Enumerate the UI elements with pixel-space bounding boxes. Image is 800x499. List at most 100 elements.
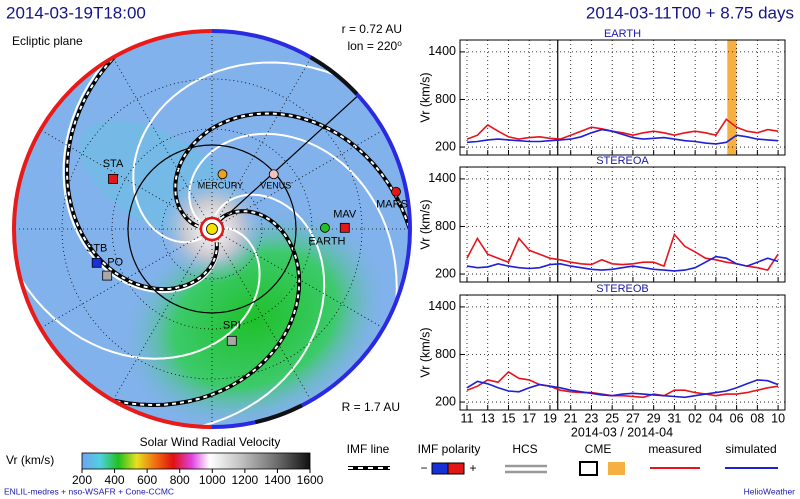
cme-band bbox=[727, 40, 737, 155]
body-label: STA bbox=[103, 158, 124, 170]
y-tick-label: 800 bbox=[435, 92, 456, 106]
y-tick-label: 800 bbox=[435, 219, 456, 233]
map-grid bbox=[40, 228, 213, 329]
x-tick-label: 19 bbox=[543, 411, 557, 425]
y-tick-label: 200 bbox=[435, 266, 456, 280]
colorbar-title: Solar Wind Radial Velocity bbox=[140, 435, 281, 449]
x-tick-label: 02 bbox=[688, 411, 702, 425]
legend-label: HCS bbox=[512, 442, 537, 456]
x-tick-label: 15 bbox=[502, 411, 516, 425]
map-grid bbox=[40, 129, 213, 230]
legend-icon bbox=[579, 461, 598, 476]
series-line bbox=[466, 255, 779, 272]
footer-right: HelioWeather bbox=[744, 486, 796, 496]
body-label: STB bbox=[86, 243, 107, 255]
boundary-ring bbox=[211, 29, 412, 429]
imf-spiral bbox=[62, 31, 395, 293]
colorbar-tick-label: 600 bbox=[137, 473, 157, 487]
map-grid bbox=[61, 78, 363, 380]
plot-border bbox=[459, 294, 786, 411]
legend-label: CME bbox=[585, 442, 612, 456]
plot-border bbox=[459, 166, 786, 283]
panel-title: STEREOB bbox=[596, 283, 649, 295]
series-line bbox=[466, 128, 779, 145]
legend: IMF line IMF polarity − + HCS CME bbox=[347, 442, 625, 476]
map-grid bbox=[211, 228, 384, 329]
colorbar-tick-label: 1000 bbox=[199, 473, 226, 487]
legend-icon bbox=[608, 462, 625, 475]
body-marker bbox=[102, 270, 113, 281]
x-tick-label: 23 bbox=[584, 411, 598, 425]
x-tick-label: 17 bbox=[522, 411, 536, 425]
body-label: SPI bbox=[223, 320, 241, 332]
body-marker bbox=[217, 169, 228, 180]
map-grid bbox=[211, 129, 384, 230]
series-line bbox=[466, 118, 779, 140]
map-grid bbox=[211, 57, 312, 230]
legend-label: − bbox=[420, 461, 427, 475]
colorbar-tick-label: 1200 bbox=[232, 473, 259, 487]
series-line bbox=[466, 379, 779, 399]
body-marker bbox=[226, 335, 237, 346]
map-grid bbox=[161, 178, 263, 280]
body-label: EARTH bbox=[308, 236, 345, 248]
colorbar-tick-label: 400 bbox=[105, 473, 125, 487]
annotation: R = 1.7 AU bbox=[342, 400, 400, 414]
orbit-circle bbox=[127, 144, 297, 314]
x-tick-label: 21 bbox=[564, 411, 578, 425]
colorbar-tick-label: 200 bbox=[72, 473, 92, 487]
legend-label: simulated bbox=[725, 442, 776, 456]
y-axis-label: Vr (km/s) bbox=[418, 327, 432, 377]
series-line bbox=[466, 232, 779, 272]
hcs-line bbox=[14, 162, 301, 407]
y-axis-label: Vr (km/s) bbox=[418, 72, 432, 122]
legend-label: measured bbox=[648, 442, 701, 456]
boundary-ring bbox=[309, 55, 359, 96]
legend-label: IMF line bbox=[347, 442, 390, 456]
x-tick-label: 10 bbox=[771, 411, 785, 425]
map-subtitle: Ecliptic plane bbox=[12, 34, 83, 48]
body-marker bbox=[91, 257, 102, 268]
footer-left: ENLIL-medres + nso-WSAFR + Cone-CCMC bbox=[4, 486, 174, 496]
boundary-ring bbox=[254, 403, 303, 425]
annotation: r = 0.72 AU bbox=[342, 22, 402, 36]
x-tick-label: 29 bbox=[647, 411, 661, 425]
legend-icon bbox=[447, 462, 465, 475]
x-axis-label: 2014-03 / 2014-04 bbox=[571, 425, 673, 439]
plot-frame bbox=[460, 295, 785, 410]
y-tick-label: 200 bbox=[435, 139, 456, 153]
body-label: MERCURY bbox=[198, 181, 243, 191]
map-grid bbox=[211, 228, 312, 401]
x-tick-label: 13 bbox=[481, 411, 495, 425]
hcs-line bbox=[66, 31, 407, 291]
x-tick-label: 11 bbox=[461, 411, 474, 425]
colorbar bbox=[81, 452, 311, 470]
panel-title: STEREOA bbox=[596, 155, 649, 167]
y-tick-label: 800 bbox=[435, 347, 456, 361]
y-tick-label: 200 bbox=[435, 394, 456, 408]
body-marker bbox=[320, 222, 330, 233]
colorbar-tick-label: 1400 bbox=[264, 473, 291, 487]
x-tick-label: 04 bbox=[709, 411, 723, 425]
range-title: 2014-03-11T00 + 8.75 days bbox=[586, 3, 794, 22]
x-tick-label: 31 bbox=[667, 411, 681, 425]
plot-border bbox=[459, 39, 786, 156]
colorbar-tick-label: 800 bbox=[170, 473, 190, 487]
panel-title: EARTH bbox=[604, 28, 641, 40]
body-label: MAV bbox=[333, 209, 357, 221]
annotation: lon = 220⁰ bbox=[347, 39, 402, 53]
body-marker bbox=[339, 222, 350, 233]
series-line bbox=[466, 370, 779, 399]
colorbar-tick-label: 1600 bbox=[297, 473, 324, 487]
imf-spiral bbox=[132, 61, 410, 339]
map-grid bbox=[112, 57, 213, 230]
body-marker bbox=[268, 169, 279, 180]
y-tick-label: 1400 bbox=[428, 299, 456, 313]
colorbar-label: Vr (km/s) bbox=[6, 453, 54, 467]
x-tick-label: 25 bbox=[605, 411, 619, 425]
body-marker bbox=[108, 174, 118, 184]
legend-label: + bbox=[469, 461, 476, 475]
body-label: MARS bbox=[376, 199, 408, 211]
map-grid bbox=[112, 228, 213, 401]
x-tick-label: 27 bbox=[626, 411, 640, 425]
